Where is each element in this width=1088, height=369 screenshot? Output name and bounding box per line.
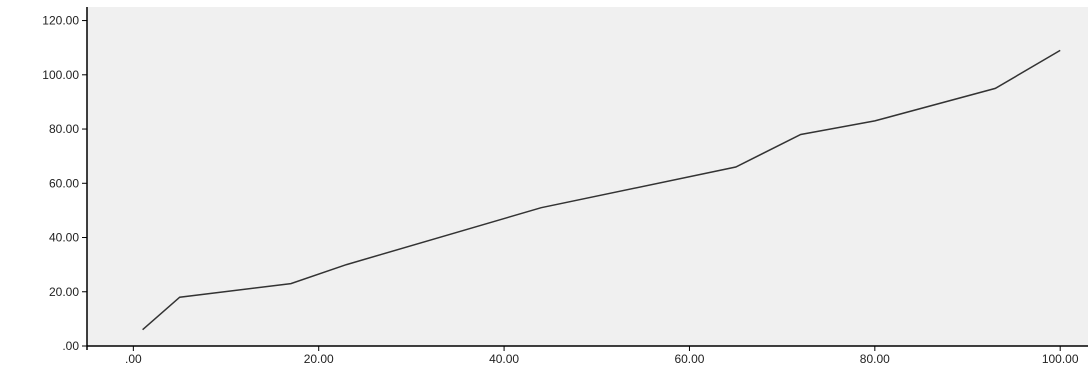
x-tick-label: .00	[125, 352, 142, 366]
y-tick-label: 60.00	[49, 176, 79, 190]
x-tick-label: 40.00	[489, 352, 519, 366]
y-tick-label: 80.00	[49, 122, 79, 136]
y-tick-label: 100.00	[42, 68, 79, 82]
x-tick-label: 100.00	[1042, 352, 1079, 366]
y-tick-label: 120.00	[42, 14, 79, 28]
x-tick-label: 80.00	[860, 352, 890, 366]
y-axis-ticks: .00 20.00 40.00 60.00 80.00 100.00 120.00	[42, 14, 87, 353]
y-tick-label: 20.00	[49, 285, 79, 299]
x-axis-ticks: .00 20.00 40.00 60.00 80.00 100.00	[125, 346, 1079, 366]
x-tick-label: 60.00	[674, 352, 704, 366]
y-tick-label: 40.00	[49, 231, 79, 245]
y-tick-label: .00	[62, 339, 79, 353]
plot-area	[87, 7, 1088, 346]
x-tick-label: 20.00	[304, 352, 334, 366]
series-line	[142, 49, 1061, 331]
